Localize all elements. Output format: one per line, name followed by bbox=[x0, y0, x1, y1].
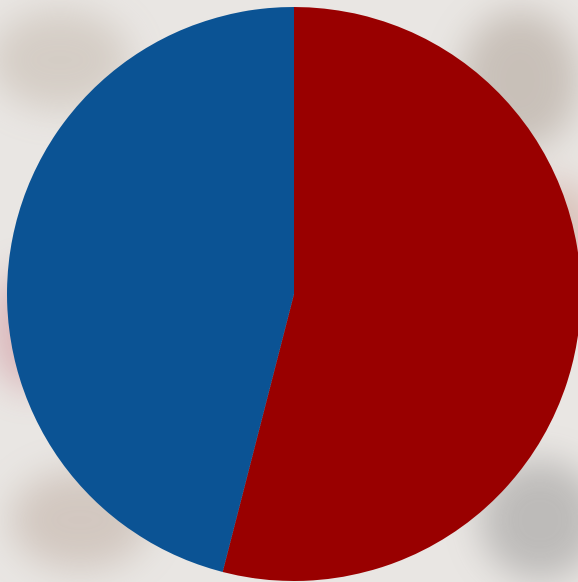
pie-slice bbox=[7, 7, 294, 572]
pie bbox=[7, 7, 578, 581]
pie-slice bbox=[222, 7, 578, 581]
